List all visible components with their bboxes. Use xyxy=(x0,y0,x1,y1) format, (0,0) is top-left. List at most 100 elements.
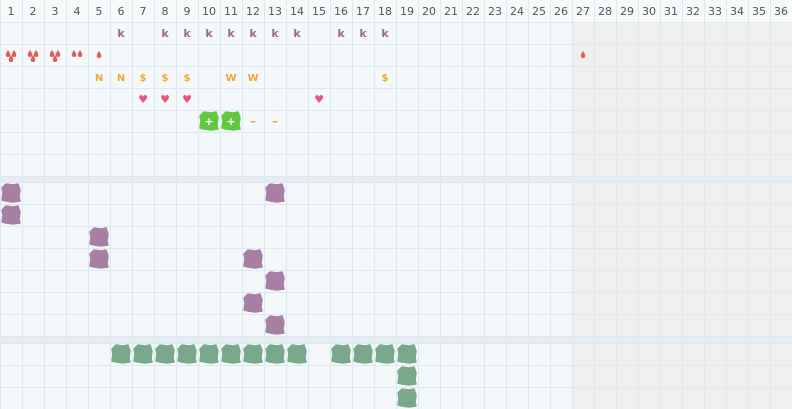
green-blob[interactable] xyxy=(133,344,153,364)
blob-shape xyxy=(353,344,373,364)
k-marker[interactable]: k xyxy=(249,27,257,40)
heart-icon[interactable]: ♥ xyxy=(160,93,170,106)
green-blob[interactable] xyxy=(199,344,219,364)
purple-blob[interactable] xyxy=(1,205,21,225)
drop-icon xyxy=(49,50,55,57)
column-header-label: 12 xyxy=(246,5,260,18)
letter-marker[interactable]: N xyxy=(117,73,125,84)
blob-shape xyxy=(1,205,21,225)
blob-shape xyxy=(199,344,219,364)
green-blob[interactable] xyxy=(397,366,417,386)
purple-blob[interactable] xyxy=(89,227,109,247)
k-marker[interactable]: k xyxy=(271,27,279,40)
k-marker[interactable]: k xyxy=(117,27,125,40)
column-header-label: 31 xyxy=(664,5,678,18)
k-marker[interactable]: k xyxy=(227,27,235,40)
letter-marker[interactable]: N xyxy=(95,73,103,84)
plus-icon: + xyxy=(204,115,213,128)
purple-blob[interactable] xyxy=(265,183,285,203)
drop-marker[interactable] xyxy=(27,50,39,62)
letter-marker[interactable]: $ xyxy=(140,73,147,84)
heart-icon[interactable]: ♥ xyxy=(182,93,192,106)
drop-icon xyxy=(71,50,77,57)
column-header-label: 26 xyxy=(554,5,568,18)
purple-blob[interactable] xyxy=(265,271,285,291)
letter-marker[interactable]: $ xyxy=(184,73,191,84)
column-header-label: 7 xyxy=(140,5,147,18)
blob-shape xyxy=(375,344,395,364)
k-marker[interactable]: k xyxy=(359,27,367,40)
drop-icon xyxy=(77,50,83,57)
blob-shape xyxy=(265,271,285,291)
column-header-label: 2 xyxy=(30,5,37,18)
green-blob[interactable] xyxy=(177,344,197,364)
drop-icon xyxy=(8,55,14,62)
letter-marker[interactable]: W xyxy=(247,73,258,84)
letter-marker[interactable]: W xyxy=(225,73,236,84)
drop-marker[interactable] xyxy=(96,51,102,58)
letter-marker[interactable]: $ xyxy=(382,73,389,84)
column-header-label: 30 xyxy=(642,5,656,18)
column-header-label: 24 xyxy=(510,5,524,18)
green-blob[interactable] xyxy=(353,344,373,364)
drop-marker[interactable] xyxy=(71,50,83,57)
column-header-label: 19 xyxy=(400,5,414,18)
drop-icon xyxy=(30,55,36,62)
purple-blob[interactable] xyxy=(89,249,109,269)
drop-marker[interactable] xyxy=(5,50,17,62)
k-marker[interactable]: k xyxy=(205,27,213,40)
drop-marker[interactable] xyxy=(580,51,586,58)
column-header-label: 17 xyxy=(356,5,370,18)
blob-shape xyxy=(111,344,131,364)
column-header-label: 1 xyxy=(8,5,15,18)
blob-shape xyxy=(397,344,417,364)
green-blob[interactable] xyxy=(243,344,263,364)
green-blob[interactable] xyxy=(331,344,351,364)
heart-icon[interactable]: ♥ xyxy=(314,93,324,106)
purple-blob[interactable] xyxy=(243,249,263,269)
purple-blob[interactable] xyxy=(243,293,263,313)
column-header: 1 2 3 4 5 6 7 8 9 10 11 12 13 14 15 16 17 18 19 20 21 22 23 24 2… xyxy=(8,5,789,18)
column-header-label: 9 xyxy=(184,5,191,18)
drop-marker[interactable] xyxy=(49,50,61,62)
blob-shape xyxy=(265,183,285,203)
blob-shape xyxy=(177,344,197,364)
column-header-label: 21 xyxy=(444,5,458,18)
blob-shape xyxy=(397,388,417,408)
column-header-label: 22 xyxy=(466,5,480,18)
blob-shape xyxy=(243,344,263,364)
blob-shape xyxy=(89,227,109,247)
k-marker[interactable]: k xyxy=(293,27,301,40)
k-marker[interactable]: k xyxy=(381,27,389,40)
green-blob[interactable] xyxy=(265,344,285,364)
green-blob[interactable] xyxy=(375,344,395,364)
column-header-label: 3 xyxy=(52,5,59,18)
dash-marker[interactable]: – xyxy=(272,114,278,128)
purple-blob[interactable] xyxy=(1,183,21,203)
k-marker[interactable]: k xyxy=(183,27,191,40)
blob-shape xyxy=(1,183,21,203)
drop-icon xyxy=(96,51,102,58)
k-marker[interactable]: k xyxy=(161,27,169,40)
column-header-label: 15 xyxy=(312,5,326,18)
drop-icon xyxy=(11,50,17,57)
plus-blob[interactable]: + xyxy=(199,111,219,131)
purple-blob[interactable] xyxy=(265,315,285,335)
blob-shape xyxy=(133,344,153,364)
green-blob[interactable] xyxy=(221,344,241,364)
column-header-label: 13 xyxy=(268,5,282,18)
column-header-label: 23 xyxy=(488,5,502,18)
letter-marker[interactable]: $ xyxy=(162,73,169,84)
green-blob[interactable] xyxy=(287,344,307,364)
green-blob[interactable] xyxy=(397,388,417,408)
green-blob[interactable] xyxy=(111,344,131,364)
heart-icon[interactable]: ♥ xyxy=(138,93,148,106)
plus-blob[interactable]: + xyxy=(221,111,241,131)
green-blob[interactable] xyxy=(155,344,175,364)
blob-shape xyxy=(221,344,241,364)
green-blob[interactable] xyxy=(397,344,417,364)
blob-shape xyxy=(265,344,285,364)
dash-marker[interactable]: – xyxy=(250,114,256,128)
column-header-label: 36 xyxy=(774,5,788,18)
k-marker[interactable]: k xyxy=(337,27,345,40)
